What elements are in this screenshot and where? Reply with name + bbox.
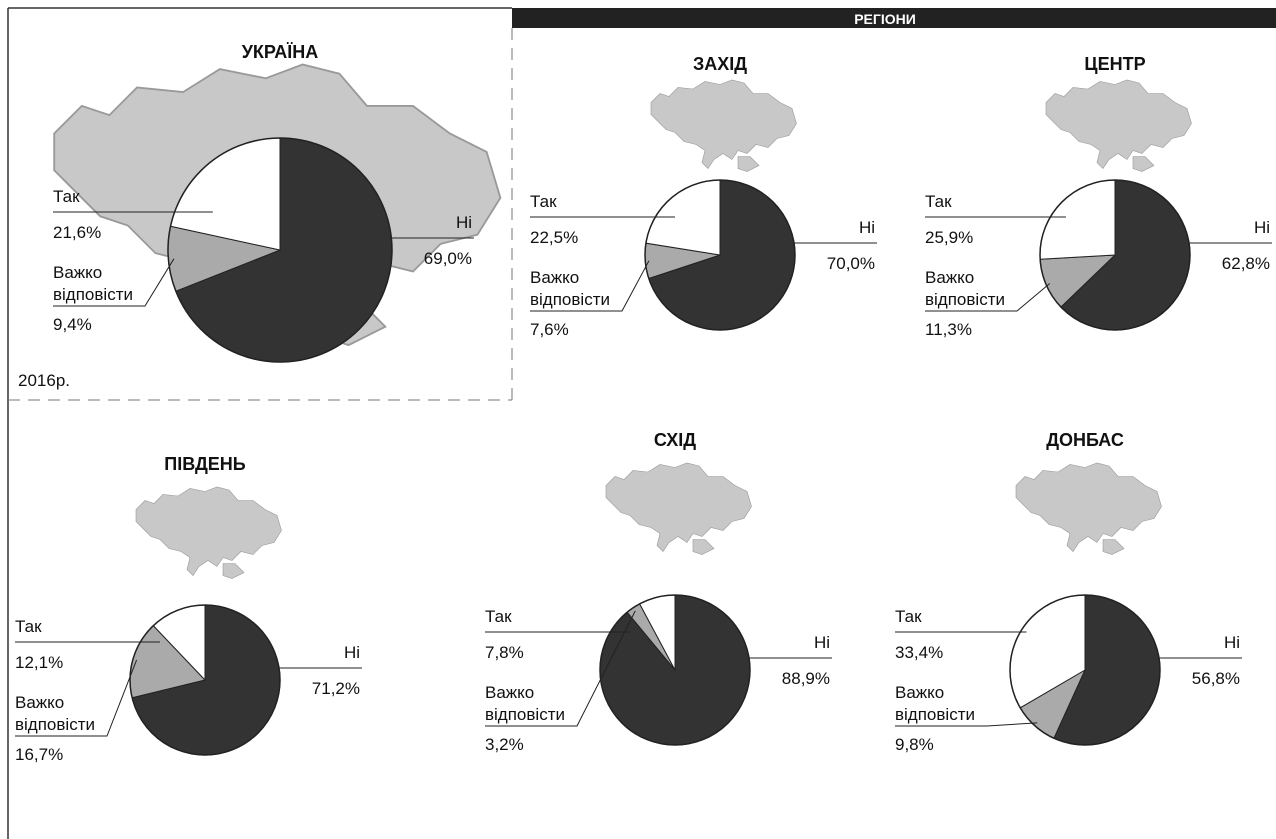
value-label: 56,8% (1192, 669, 1240, 688)
value-label: 3,2% (485, 735, 524, 754)
header-bar (512, 8, 1276, 28)
category-label: Так (925, 192, 952, 211)
header: РЕГІОНИ (854, 11, 916, 27)
leader (53, 258, 175, 307)
category-label: Ні (456, 213, 472, 232)
pie-outline (129, 604, 281, 756)
pie-outline (1039, 179, 1191, 331)
pie-title: УКРАЇНА (242, 42, 319, 62)
value-label: 12,1% (15, 653, 63, 672)
category-label: Так (15, 617, 42, 636)
value-label: 16,7% (15, 745, 63, 764)
value-label: 70,0% (827, 254, 875, 273)
category-label: Так (895, 607, 922, 626)
pie-title: ДОНБАС (1046, 430, 1124, 450)
map (135, 486, 282, 579)
leader (530, 260, 650, 312)
category-label: Так (53, 187, 80, 206)
category-label: Так (485, 607, 512, 626)
value-label: 9,8% (895, 735, 934, 754)
value-label: 11,3% (925, 320, 972, 339)
value-label: 7,6% (530, 320, 569, 339)
leader (895, 722, 1038, 727)
pie-outline (167, 137, 393, 363)
map (1015, 462, 1162, 555)
value-label: 25,9% (925, 228, 973, 247)
category-label: Важко відповісти (925, 268, 1005, 309)
leader (15, 659, 138, 737)
category-label: Важко відповісти (485, 683, 565, 724)
category-label: Важко відповісти (53, 263, 133, 304)
pie-outline (1009, 594, 1161, 746)
value-label: 88,9% (782, 669, 830, 688)
value-label: 21,6% (53, 223, 101, 242)
category-label: Важко відповісти (530, 268, 610, 309)
category-label: Важко відповісти (895, 683, 975, 724)
category-label: Важко відповісти (15, 693, 95, 734)
value-label: 22,5% (530, 228, 578, 247)
map (650, 79, 797, 172)
category-label: Ні (1254, 218, 1270, 237)
leader (485, 610, 636, 727)
pie-slice (1039, 179, 1116, 260)
leader (925, 283, 1051, 312)
note: 2016р. (18, 371, 70, 390)
value-label: 69,0% (424, 249, 472, 268)
value-label: 33,4% (895, 643, 943, 662)
category-label: Ні (859, 218, 875, 237)
category-label: Ні (344, 643, 360, 662)
category-label: Ні (1224, 633, 1240, 652)
pie-outline (644, 179, 796, 331)
pie-title: СХІД (654, 430, 696, 450)
category-label: Ні (814, 633, 830, 652)
pie-outline (599, 594, 751, 746)
map (1045, 79, 1192, 172)
value-label: 9,4% (53, 315, 92, 334)
map (605, 462, 752, 555)
pie-title: ЦЕНТР (1084, 54, 1145, 74)
value-label: 62,8% (1222, 254, 1270, 273)
value-label: 7,8% (485, 643, 524, 662)
pie-title: ЗАХІД (693, 54, 747, 74)
pie-title: ПІВДЕНЬ (164, 454, 246, 474)
value-label: 71,2% (312, 679, 360, 698)
category-label: Так (530, 192, 557, 211)
